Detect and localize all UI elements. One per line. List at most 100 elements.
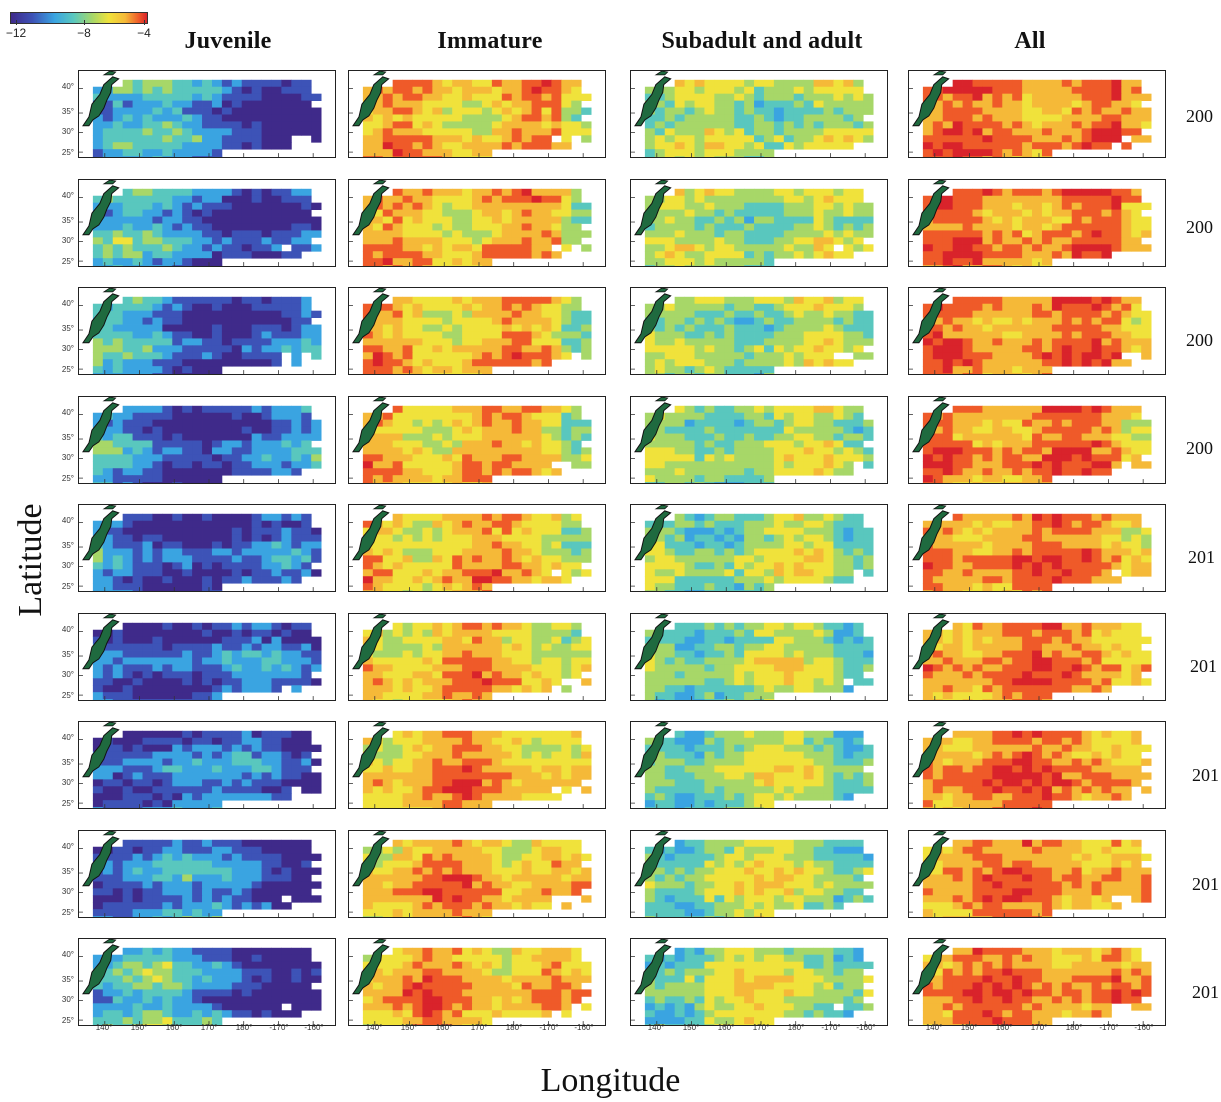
map-cell bbox=[1051, 250, 1063, 259]
map-cell bbox=[412, 188, 423, 196]
map-cell bbox=[674, 433, 685, 441]
map-cell bbox=[382, 93, 394, 102]
map-cell bbox=[1111, 426, 1122, 434]
map-cell bbox=[251, 467, 262, 476]
map-cell bbox=[724, 352, 735, 360]
map-cell bbox=[481, 569, 493, 577]
map-cell bbox=[853, 562, 864, 570]
map-cell bbox=[402, 359, 413, 367]
map-cell bbox=[102, 467, 114, 476]
map-cell bbox=[1032, 366, 1043, 374]
map-cell bbox=[1071, 128, 1083, 136]
map-cell bbox=[1111, 236, 1122, 245]
map-cell bbox=[531, 576, 542, 584]
map-cell bbox=[132, 100, 143, 108]
map-cell bbox=[952, 338, 963, 346]
map-cell bbox=[291, 412, 302, 420]
map-cell bbox=[664, 331, 676, 339]
map-cell bbox=[654, 114, 666, 122]
map-cell bbox=[714, 366, 725, 374]
map-cell bbox=[162, 303, 173, 312]
map-cell bbox=[684, 467, 695, 476]
map-cell bbox=[744, 310, 755, 319]
map-cell bbox=[402, 264, 413, 266]
map-cell bbox=[481, 142, 493, 150]
map-cell bbox=[952, 412, 963, 420]
map-cell bbox=[694, 481, 705, 483]
map-cell bbox=[442, 555, 453, 563]
map-cell bbox=[481, 303, 493, 312]
map-cell bbox=[684, 555, 695, 563]
map-cell bbox=[491, 250, 503, 259]
map-cell bbox=[744, 467, 755, 476]
map-cell bbox=[1091, 359, 1102, 367]
map-cell bbox=[362, 303, 374, 312]
map-cell bbox=[162, 460, 173, 469]
map-cell bbox=[462, 257, 473, 266]
map-cell bbox=[541, 79, 552, 88]
map-cell bbox=[172, 534, 183, 542]
map-cell bbox=[472, 86, 483, 95]
map-cell bbox=[442, 188, 453, 196]
map-cell bbox=[714, 338, 725, 346]
map-cell bbox=[462, 188, 473, 196]
map-cell bbox=[531, 188, 542, 196]
map-cell bbox=[92, 338, 104, 346]
map-cell bbox=[112, 426, 124, 434]
map-cell bbox=[291, 222, 302, 231]
map-cell bbox=[92, 236, 104, 245]
map-cell bbox=[1022, 331, 1033, 339]
map-cell bbox=[541, 114, 552, 122]
map-cell bbox=[644, 264, 656, 266]
map-cell bbox=[452, 352, 463, 360]
map-cell bbox=[1101, 202, 1112, 210]
map-cell bbox=[382, 569, 394, 577]
map-cell bbox=[561, 562, 572, 570]
map-cell bbox=[251, 216, 262, 224]
map-cell bbox=[1002, 257, 1013, 266]
map-cell bbox=[1111, 222, 1122, 231]
map-cell bbox=[803, 188, 814, 196]
map-cell bbox=[291, 216, 302, 224]
map-cell bbox=[241, 331, 253, 339]
map-cell bbox=[311, 446, 322, 455]
map-cell bbox=[1111, 446, 1122, 455]
map-cell bbox=[231, 135, 243, 143]
map-cell bbox=[571, 513, 582, 522]
map-cell bbox=[481, 324, 493, 332]
map-cell bbox=[1061, 303, 1073, 312]
map-cell bbox=[132, 229, 143, 238]
map-cell bbox=[773, 135, 785, 143]
map-cell bbox=[531, 135, 542, 143]
map-cell bbox=[271, 86, 282, 95]
map-cell bbox=[211, 433, 223, 441]
map-cell bbox=[1061, 324, 1073, 332]
map-cell bbox=[674, 338, 685, 346]
map-cell bbox=[442, 222, 453, 231]
map-cell bbox=[372, 107, 384, 115]
map-cell bbox=[1051, 79, 1063, 88]
map-cell bbox=[462, 555, 473, 563]
map-cell bbox=[112, 548, 124, 556]
map-cell bbox=[432, 135, 443, 143]
map-cell bbox=[561, 419, 572, 427]
map-cell bbox=[422, 534, 433, 542]
map-cell bbox=[511, 345, 523, 353]
map-cell bbox=[142, 569, 153, 577]
map-cell bbox=[281, 107, 292, 115]
map-cell bbox=[724, 439, 735, 448]
map-cell bbox=[763, 303, 775, 312]
map-cell bbox=[581, 460, 592, 469]
map-cell bbox=[172, 135, 183, 143]
map-cell bbox=[271, 243, 282, 252]
map-cell bbox=[281, 433, 292, 441]
map-cell bbox=[1061, 296, 1073, 305]
map-cell bbox=[481, 195, 493, 203]
map-cell bbox=[452, 310, 463, 319]
map-cell bbox=[783, 209, 795, 217]
map-cell bbox=[271, 114, 282, 122]
map-cell bbox=[261, 209, 272, 217]
map-cell bbox=[654, 222, 666, 231]
map-cell bbox=[922, 250, 934, 259]
map-cell bbox=[1101, 419, 1112, 427]
